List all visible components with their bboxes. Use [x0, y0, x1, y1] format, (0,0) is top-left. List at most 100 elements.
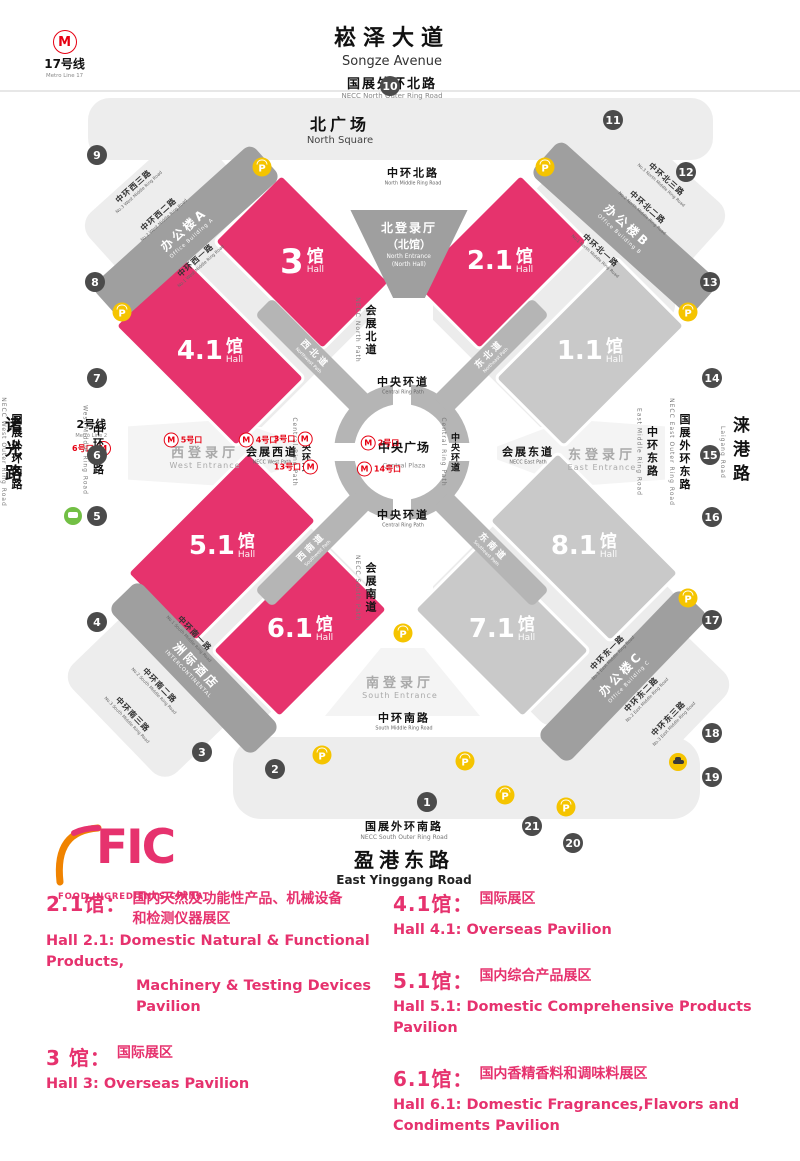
- path-label-central-ring-path: Central Ring Path 中央环道: [291, 417, 310, 487]
- south-entrance-en: South Entrance: [362, 691, 438, 700]
- metro-logo-icon: M: [360, 435, 376, 451]
- west-entrance-zh: 西登录厅: [170, 446, 239, 461]
- metro-exit-3号口: 3号口 M: [274, 431, 313, 447]
- map-point-12: 12: [676, 162, 696, 182]
- metro-exit-2号口: M 2号口: [360, 435, 399, 451]
- legend-desc-en: Hall 5.1: Domestic Comprehensive Product…: [393, 999, 752, 1037]
- map-point-11: 11: [603, 110, 623, 130]
- legend-desc-zh: 国际展区: [116, 1045, 173, 1062]
- metro-logo-icon: M: [238, 432, 254, 448]
- map-point-16: 16: [702, 507, 722, 527]
- metro2-exit-label: 6号口: [72, 444, 94, 453]
- central-plaza-circle: [354, 404, 450, 500]
- bottom-roads-cluster: 国展外环南路 NECC South Outer Ring Road 盈港东路 E…: [336, 818, 471, 887]
- legend-desc-en: Hall 2.1: Domestic Natural & Functional …: [46, 933, 370, 971]
- map-point-21: 21: [522, 816, 542, 836]
- metro17-label-en: Metro Line 17: [46, 72, 84, 79]
- road-line: [0, 90, 800, 92]
- map-point-15: 15: [700, 445, 720, 465]
- road-label-no-1-north-middle-ring-road: 中环北一路 No.1 North Middle Ring Road: [570, 231, 621, 280]
- map-point-2: 2: [265, 759, 285, 779]
- map-point-5: 5: [87, 506, 107, 526]
- parking-icon: P: [495, 785, 515, 805]
- legend-item: 2.1馆： 国内天然及功能性产品、机械设备 和检测仪器展区 Hall 2.1: Dom…: [46, 888, 391, 1018]
- south-entrance-zh: 南登录厅: [365, 676, 435, 691]
- central-plaza-zh: 中央广场: [377, 440, 431, 455]
- north-outer-ring-label-en: NECC North Outer Ring Road: [341, 92, 443, 100]
- metro-exit-14号口: M 14号口: [356, 461, 401, 477]
- metro-line-17-badge: M 17号线 Metro Line 17: [44, 30, 85, 79]
- legend-desc-en: Hall 4.1: Overseas Pavilion: [393, 922, 612, 938]
- path-label-necc-south-path: NECC South Path 会展南道: [354, 554, 377, 622]
- metro-exit-5号口: M 5号口: [163, 432, 202, 448]
- parking-icon: P: [535, 157, 555, 177]
- central-plaza-en: Central Plaza: [382, 461, 426, 470]
- road-label-east-middle-ring-road: East Middle Ring Road 中环东路: [635, 408, 659, 496]
- legend-item: 6.1馆： 国内香精香料和调味料展区 Hall 6.1: Domestic Frag…: [393, 1063, 793, 1137]
- legend-item: 4.1馆： 国际展区 Hall 4.1: Overseas Pavilion: [393, 888, 793, 941]
- path-label-central-ring-path: 中央环道 Central Ring Path: [376, 508, 429, 529]
- east-entrance-zh: 东登录厅: [567, 448, 636, 463]
- road-label-laigang-road: Laigang Road 涞港路: [719, 416, 749, 488]
- legend-desc-zh: 国内天然及功能性产品、机械设备 和检测仪器展区: [132, 891, 343, 927]
- parking-icon: P: [393, 623, 413, 643]
- legend-hall-zh: 4.1馆：: [393, 892, 474, 916]
- map-point-7: 7: [87, 368, 107, 388]
- north-square-en: North Square: [306, 135, 374, 146]
- legend-hall-zh: 5.1馆：: [393, 969, 474, 994]
- east-entrance-label: 东登录厅 East Entrance: [568, 444, 637, 472]
- map-point-8: 8: [85, 272, 105, 292]
- fic-logo-text: FIC: [96, 820, 176, 875]
- legend-hall-zh: 3 馆：: [46, 1046, 111, 1071]
- metro-logo-icon: M: [356, 461, 372, 477]
- road-label-south-middle-ring-road: 中环南路 South Middle Ring Road: [375, 711, 433, 732]
- legend-desc-zh: 国内综合产品展区: [479, 968, 592, 985]
- parking-icon: P: [112, 302, 132, 322]
- path-label-necc-north-path: NECC North Path 会展北道: [354, 297, 377, 363]
- west-entrance-en: West Entrance: [169, 461, 241, 470]
- legend-right-column: 4.1馆： 国际展区 Hall 4.1: Overseas Pavilion 5.1馆…: [393, 888, 793, 1161]
- legend-desc-zh: 国内香精香料和调味料展区: [479, 1066, 648, 1083]
- parking-icon: P: [556, 797, 576, 817]
- metro2-label-en: Metro Line 2: [75, 432, 108, 439]
- south-outer-ring-zh: 国展外环南路: [365, 820, 443, 833]
- north-square-zh: 北广场: [309, 115, 371, 134]
- metro-logo-icon: M: [163, 432, 179, 448]
- parking-icon: P: [252, 157, 272, 177]
- metro-exit-13号口: 13号口 M: [274, 459, 319, 475]
- metro-exit-4号口: M 4号口: [238, 432, 277, 448]
- road-label-no-1-south-middle-ring-road: 中环南一路 No.1 South Middle Ring Road: [165, 614, 214, 664]
- yinggang-road-en: East Yinggang Road: [336, 873, 472, 887]
- metro-logo-icon: M: [297, 431, 313, 447]
- map-point-13: 13: [700, 272, 720, 292]
- taxi-stand-icon: [669, 753, 687, 771]
- fic-swoosh-icon: [55, 824, 102, 886]
- necc-site-map: 3 馆 Hall 2.1 馆 Hall 4.1 馆 Hall 1.1 馆 Hall 5.1 馆 Hall 8.…: [0, 26, 800, 887]
- metro-logo-icon: M: [52, 30, 77, 54]
- songze-avenue-label-en: Songze Avenue: [342, 54, 442, 69]
- map-point-14: 14: [702, 368, 722, 388]
- bus-stop-icon: [64, 507, 82, 525]
- south-entrance-label: 南登录厅 South Entrance: [362, 672, 438, 700]
- legend-hall-zh: 2.1馆：: [46, 892, 127, 916]
- map-point-4: 4: [87, 612, 107, 632]
- legend-desc-en: Hall 3: Overseas Pavilion: [46, 1076, 250, 1093]
- map-labels-layer: 崧泽大道 Songze Avenue 国展外环北路 NECC North Out…: [0, 26, 749, 887]
- parking-icon: P: [455, 751, 475, 771]
- road-label-necc-west-outer-ring-road: NECC West Outer Ring Road 国展外环西路: [0, 397, 23, 507]
- path-label-necc-east-path: 会展东道 NECC East Path: [502, 445, 554, 466]
- map-point-9: 9: [87, 145, 107, 165]
- legend-hall-zh: 6.1馆：: [393, 1067, 474, 1092]
- east-entrance-en: East Entrance: [567, 463, 637, 472]
- parking-icon: P: [312, 745, 332, 765]
- songze-avenue-label-zh: 崧泽大道: [333, 26, 451, 51]
- map-shapes-layer: 3 馆 Hall 2.1 馆 Hall 4.1 馆 Hall 1.1 馆 Hall 5.1 馆 Hall 8.…: [0, 90, 800, 819]
- map-point-18: 18: [702, 723, 722, 743]
- path-label-necc-west-path: 会展西道 NECC West Path: [246, 445, 298, 466]
- road-label-necc-east-outer-ring-road: NECC East Outer Ring Road 国展外环东路: [668, 398, 691, 506]
- west-entrance-label: 西登录厅 West Entrance: [169, 442, 240, 470]
- metro-logo-icon: M: [303, 459, 319, 475]
- central-plaza-label-en: Central Plaza: [383, 453, 426, 472]
- central-plaza-label: 中央广场: [378, 437, 430, 456]
- legend-item: 3 馆： 国际展区 Hall 3: Overseas Pavilion: [46, 1042, 391, 1095]
